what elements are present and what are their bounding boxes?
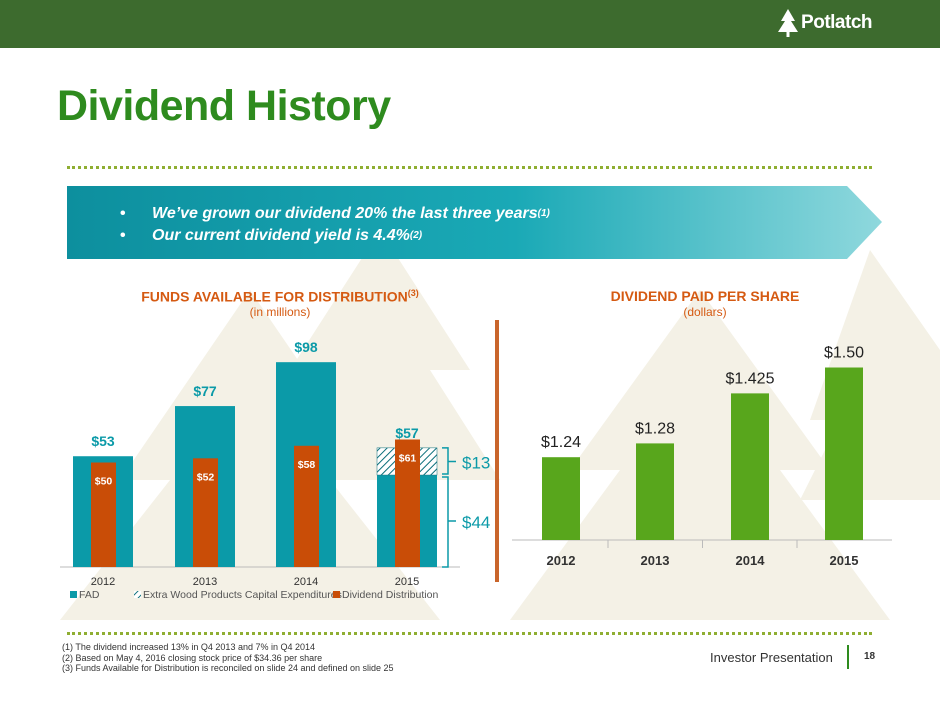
dps-x-tick: 2014 bbox=[736, 553, 766, 568]
dps-bar-label: $1.50 bbox=[824, 345, 864, 362]
fad-bar-label: $77 bbox=[193, 383, 217, 399]
fad-x-tick: 2015 bbox=[395, 576, 419, 588]
fad-chart-title: FUNDS AVAILABLE FOR DISTRIBUTION(3) bbox=[141, 288, 419, 305]
tree-logo-icon bbox=[778, 9, 799, 37]
dps-bar-label: $1.28 bbox=[635, 420, 675, 437]
bracket-44 bbox=[442, 476, 456, 568]
dividend-bar-label: $52 bbox=[197, 471, 215, 483]
footnotes: (1) The dividend increased 13% in Q4 201… bbox=[62, 642, 394, 674]
bullet-item: • We’ve grown our dividend 20% the last t… bbox=[120, 203, 550, 225]
legend-swatch-fad bbox=[70, 591, 77, 598]
dps-bar bbox=[825, 367, 863, 540]
dps-bar-label: $1.24 bbox=[541, 434, 581, 451]
fad-bar-label: $53 bbox=[91, 433, 115, 449]
bracket-13-label: $13 bbox=[462, 453, 490, 472]
dps-bar bbox=[542, 457, 580, 540]
potlatch-logo: Potlatch bbox=[777, 8, 872, 38]
top-bar: Potlatch bbox=[0, 0, 940, 48]
chart-divider bbox=[495, 320, 499, 582]
footnote: (1) The dividend increased 13% in Q4 201… bbox=[62, 642, 316, 652]
dps-x-tick: 2012 bbox=[547, 553, 576, 568]
dps-chart-title: DIVIDEND PAID PER SHARE bbox=[610, 288, 800, 304]
highlight-banner bbox=[67, 186, 882, 259]
brand-name: Potlatch bbox=[801, 12, 872, 33]
footer-label: Investor Presentation bbox=[710, 650, 833, 665]
dividend-bar bbox=[294, 445, 319, 567]
dividend-bar bbox=[395, 439, 420, 567]
bullet-sup: (1) bbox=[537, 208, 550, 219]
footnote: (2) Based on May 4, 2016 closing stock p… bbox=[62, 652, 323, 663]
legend-label-extra: Extra Wood Products Capital Expenditures bbox=[143, 589, 342, 601]
bracket-44-label: $44 bbox=[462, 513, 490, 532]
fad-bar-label: $98 bbox=[294, 339, 318, 355]
dps-x-tick: 2013 bbox=[641, 553, 670, 568]
bullet-text: We’ve grown our dividend 20% the last th… bbox=[152, 205, 538, 222]
footer-bar bbox=[847, 645, 849, 669]
dps-bar bbox=[731, 393, 769, 540]
fad-x-tick: 2013 bbox=[193, 576, 217, 588]
page-number: 18 bbox=[864, 651, 876, 662]
divider-bottom bbox=[67, 632, 872, 635]
dividend-bar-label: $61 bbox=[399, 453, 417, 465]
legend-swatch-extra bbox=[134, 591, 141, 598]
fad-bar-label: $57 bbox=[395, 425, 419, 441]
page-title: Dividend History bbox=[57, 82, 391, 130]
fad-chart-subtitle: (in millions) bbox=[249, 305, 311, 319]
footnote: (3) Funds Available for Distribution is … bbox=[62, 663, 394, 673]
banner-bullets: • We’ve grown our dividend 20% the last t… bbox=[120, 203, 550, 247]
fad-x-tick: 2014 bbox=[294, 576, 318, 588]
dps-chart-subtitle: (dollars) bbox=[683, 305, 727, 319]
dividend-bar bbox=[193, 458, 218, 567]
bullet-sup: (2) bbox=[409, 230, 423, 241]
dividend-bar-label: $58 bbox=[298, 459, 316, 471]
dps-bar-label: $1.425 bbox=[726, 370, 775, 387]
legend-label-dividend: Dividend Distribution bbox=[342, 589, 438, 601]
dps-x-tick: 2015 bbox=[830, 553, 859, 568]
dps-bar bbox=[636, 443, 674, 540]
bracket-13 bbox=[442, 447, 456, 475]
dividend-bar-label: $50 bbox=[95, 476, 113, 488]
bullet-item: • Our current dividend yield is 4.4% (2) bbox=[120, 225, 550, 247]
dividend-bar bbox=[91, 462, 116, 567]
bullet-text: Our current dividend yield is 4.4% bbox=[152, 227, 410, 244]
fad-x-tick: 2012 bbox=[91, 576, 115, 588]
legend-swatch-dividend bbox=[333, 591, 340, 598]
legend-label-fad: FAD bbox=[79, 589, 100, 601]
divider-top bbox=[67, 166, 872, 169]
